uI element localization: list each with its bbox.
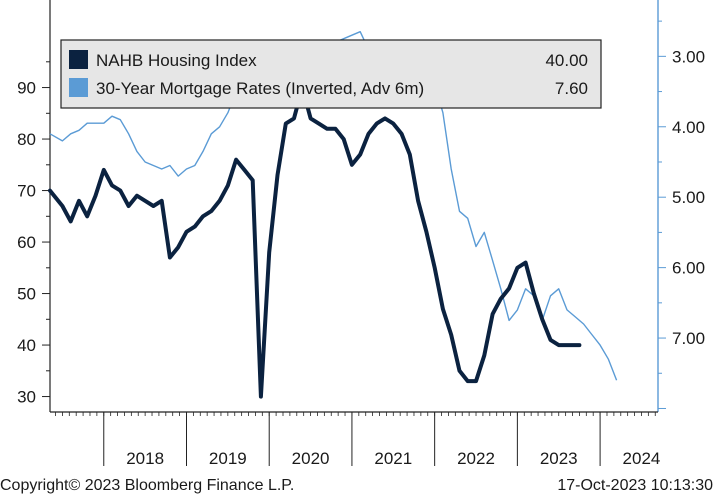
x-tick-label: 2024 [623,449,661,468]
legend-box [60,39,602,109]
legend-value-mortgage: 7.60 [555,79,588,98]
x-tick-label: 2022 [457,449,495,468]
left-tick-label: 60 [17,233,36,252]
footer: Copyright© 2023 Bloomberg Finance L.P. 1… [0,477,713,494]
x-tick-label: 2018 [126,449,164,468]
legend: NAHB Housing Index 40.00 30-Year Mortgag… [60,39,602,109]
right-tick-label: 5.00 [672,188,705,207]
x-tick-label: 2019 [209,449,247,468]
series-line-nahb-index [48,85,582,399]
left-tick-label: 40 [17,336,36,355]
left-axis: 30 40 50 60 70 80 90 [17,0,51,412]
x-tick-label: 2020 [292,449,330,468]
legend-label-mortgage: 30-Year Mortgage Rates (Inverted, Adv 6m… [96,79,424,98]
left-tick-label: 80 [17,130,36,149]
right-axis: 3.00 4.00 5.00 6.00 7.00 [657,0,705,412]
left-tick-label: 90 [17,79,36,98]
right-tick-label: 4.00 [672,118,705,137]
x-axis: 2018 2019 2020 2021 2022 2023 2024 [50,411,661,468]
x-tick-label: 2021 [374,449,412,468]
left-tick-label: 70 [17,182,36,201]
left-tick-label: 50 [17,285,36,304]
legend-swatch-nahb [69,50,88,69]
x-tick-label: 2023 [540,449,578,468]
right-tick-label: 3.00 [672,47,705,66]
right-tick-label: 6.00 [672,259,705,278]
legend-swatch-mortgage [69,78,88,97]
legend-value-nahb: 40.00 [545,51,588,70]
right-tick-label: 7.00 [672,329,705,348]
left-tick-label: 30 [17,388,36,407]
footer-copyright: Copyright© 2023 Bloomberg Finance L.P. [0,477,294,494]
legend-label-nahb: NAHB Housing Index [96,51,257,70]
footer-timestamp: 17-Oct-2023 10:13:30 [557,477,713,494]
